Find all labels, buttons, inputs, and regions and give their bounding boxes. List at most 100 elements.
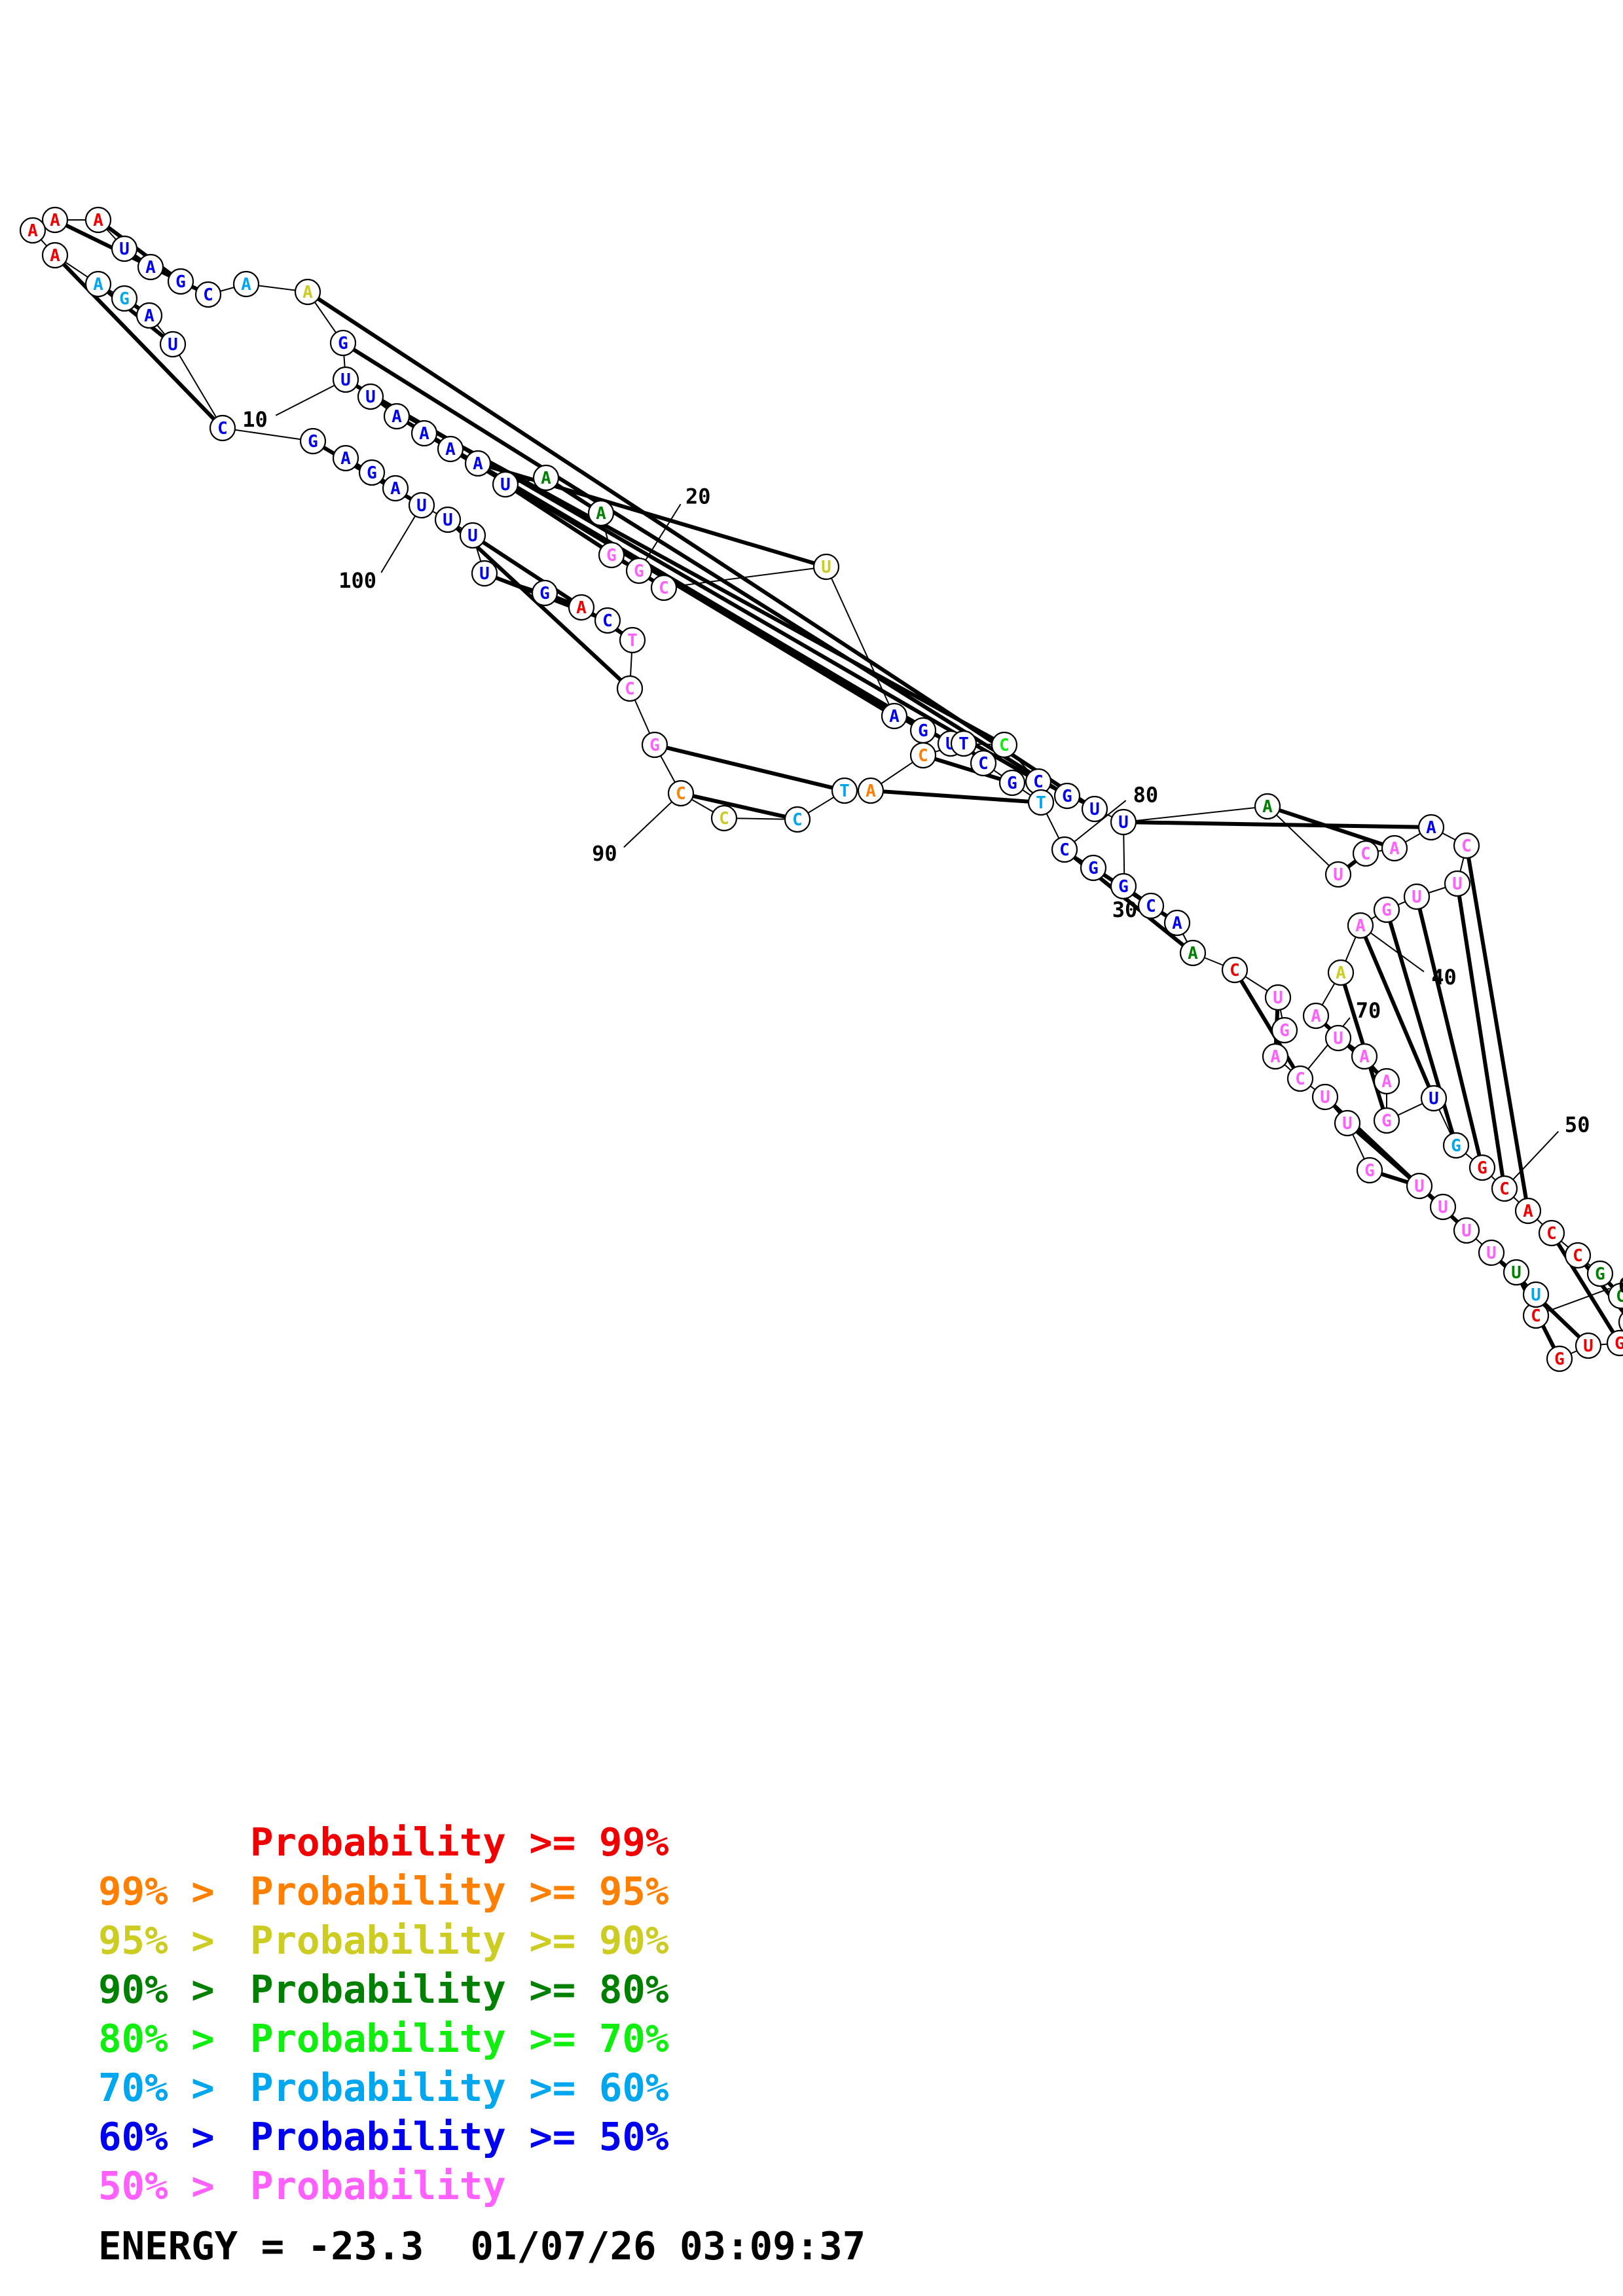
index-tick: [380, 515, 416, 573]
nucleotide: U: [1429, 1193, 1457, 1221]
nucleotide-letter: U: [365, 387, 376, 407]
nucleotide: U: [1264, 984, 1292, 1011]
nucleotide: A: [1163, 909, 1191, 937]
nucleotide: G: [111, 285, 138, 312]
nucleotide-circle: [1051, 836, 1078, 863]
nucleotide-letter: C: [676, 784, 686, 804]
nucleotide-letter: A: [93, 275, 103, 295]
nucleotide-circle: [437, 435, 464, 463]
nucleotide: A: [1327, 959, 1355, 986]
nucleotide-circle: [857, 777, 884, 804]
nucleotide-letter: U: [1333, 1029, 1343, 1049]
nucleotide: A: [84, 206, 112, 234]
nucleotide-circle: [1356, 1157, 1383, 1184]
legend-row: Probability >= 99%: [98, 1823, 668, 1861]
legend-row: 70% > Probability >= 60%: [98, 2068, 668, 2107]
nucleotide-circle: [136, 302, 163, 329]
nucleotide-circle: [1110, 808, 1137, 836]
nucleotide-circle: [332, 444, 359, 472]
backbone-segment: [172, 344, 223, 429]
legend-lower-bound: 50% >: [98, 2163, 238, 2208]
nucleotide-circle: [784, 806, 811, 833]
nucleotide-letter: A: [392, 407, 402, 427]
nucleotide-letter: G: [1007, 774, 1017, 793]
nucleotide-circle: [1606, 1329, 1623, 1357]
nucleotide-circle: [1618, 1312, 1623, 1333]
nucleotide-letter: U: [1273, 988, 1283, 1008]
nucleotide-circle: [531, 579, 558, 607]
base-pair-bond: [883, 789, 1029, 804]
nucleotide-letter: A: [1262, 797, 1273, 817]
nucleotide: U: [1420, 1085, 1448, 1112]
nucleotide-letter: G: [1477, 1158, 1487, 1178]
nucleotide-letter: U: [500, 475, 511, 495]
nucleotide: A: [1514, 1197, 1542, 1225]
base-pair-bond: [1417, 908, 1482, 1157]
nucleotide-circle: [568, 594, 595, 621]
nucleotide-letter: A: [1381, 1072, 1392, 1092]
nucleotide-circle: [111, 285, 138, 312]
base-pair-bond: [1347, 1043, 1356, 1051]
nucleotide: C: [1286, 1065, 1314, 1092]
nucleotide-letter: A: [866, 781, 876, 801]
nucleotide-circle: [1179, 939, 1207, 967]
nucleotide: C: [909, 742, 937, 769]
nucleotide: A: [1179, 939, 1207, 967]
nucleotide: U: [812, 553, 840, 581]
nucleotide-letter: A: [1172, 914, 1182, 933]
nucleotide-circle: [1373, 1067, 1400, 1095]
base-pair-bond: [934, 757, 1001, 781]
nucleotide: U: [1453, 1217, 1480, 1244]
nucleotide: G: [1080, 854, 1107, 882]
nucleotide-letter: A: [1355, 916, 1366, 936]
nucleotide-letter: G: [1364, 1161, 1375, 1181]
nucleotide: U: [1406, 1172, 1433, 1200]
nucleotide-circle: [710, 804, 738, 832]
nucleotide-letter: G: [539, 584, 550, 603]
nucleotide-circle: [1264, 984, 1292, 1011]
nucleotide-circle: [1575, 1332, 1602, 1359]
nucleotide-circle: [209, 414, 236, 442]
nucleotide: C: [650, 574, 678, 601]
legend-range-label: Probability >= 50%: [250, 2114, 669, 2159]
nucleotide-letter: C: [719, 809, 729, 829]
nucleotide-letter: G: [634, 562, 644, 581]
nucleotide-letter: G: [1279, 1021, 1290, 1041]
nucleotide: A: [1381, 834, 1408, 862]
nucleotide: C: [616, 675, 644, 702]
nucleotide: U: [492, 471, 519, 498]
nucleotide-circle: [998, 769, 1026, 797]
nucleotide-letter: A: [50, 246, 60, 266]
nucleotide-circle: [991, 731, 1018, 759]
base-pair-bond: [555, 482, 592, 509]
nucleotide-letter: C: [203, 285, 213, 305]
nucleotide: C: [209, 414, 236, 442]
index-tick: [275, 384, 335, 416]
nucleotide: G: [625, 557, 653, 584]
nucleotide-letter: C: [1546, 1224, 1557, 1244]
nucleotide-circle: [1538, 1219, 1565, 1247]
nucleotide: U: [1522, 1281, 1550, 1308]
nucleotide: G: [1442, 1132, 1470, 1159]
index-label: 80: [1133, 782, 1159, 807]
nucleotide-letter: A: [1311, 1007, 1321, 1026]
nucleotide-circle: [1442, 1132, 1470, 1159]
nucleotide-letter: G: [1062, 787, 1072, 806]
nucleotide: U: [111, 235, 138, 262]
legend-lower-bound: 95% >: [98, 1918, 238, 1963]
nucleotide: A: [41, 206, 69, 234]
nucleotide-letter: C: [999, 736, 1010, 755]
nucleotide: C: [710, 804, 738, 832]
nucleotide-letter: U: [1414, 1177, 1425, 1196]
nucleotide: U: [471, 560, 498, 587]
base-pair-bond: [692, 794, 786, 819]
nucleotide-circle: [464, 450, 492, 477]
nucleotide-letter: T: [958, 734, 969, 754]
nucleotide-circle: [1546, 1345, 1573, 1372]
nucleotide-letter: A: [1359, 1047, 1370, 1067]
legend-row: 99% > Probability >= 95%: [98, 1872, 668, 1910]
nucleotide: G: [167, 268, 194, 295]
legend-row: 50% > Probability: [98, 2166, 506, 2205]
nucleotide-circle: [594, 607, 621, 634]
nucleotide: A: [136, 302, 163, 329]
